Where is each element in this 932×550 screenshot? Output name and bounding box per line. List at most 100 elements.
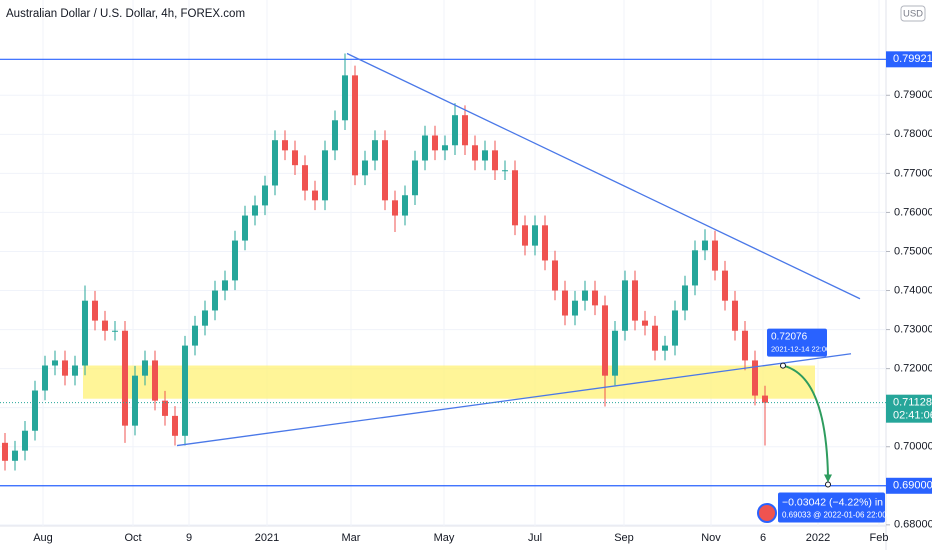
candle-body — [72, 365, 78, 376]
candle-body — [602, 305, 608, 376]
candle-body — [322, 150, 328, 201]
candle-body — [762, 395, 768, 403]
countdown-label: 02:41:06 — [893, 410, 932, 422]
candle-body — [742, 330, 748, 361]
candle-body — [42, 365, 48, 391]
candle-body — [282, 140, 288, 151]
candle-body — [402, 195, 408, 216]
price-label-box — [886, 51, 932, 68]
last-price-label: 0.71128 — [893, 397, 932, 409]
support-zone — [83, 365, 815, 399]
projection-end — [825, 481, 831, 488]
candle-body — [562, 290, 568, 316]
candle-body — [442, 145, 448, 151]
currency-label: USD — [903, 9, 923, 20]
candle-body — [652, 325, 658, 351]
candle-body — [242, 215, 248, 241]
candle-body — [92, 300, 98, 321]
candle-body — [752, 360, 758, 396]
candle-body — [22, 430, 28, 451]
y-tick-label: 0.72000 — [894, 363, 932, 375]
candle-body — [572, 300, 578, 316]
candle-body — [62, 360, 68, 376]
x-tick-label: 9 — [186, 532, 192, 544]
candle-body — [612, 330, 618, 376]
candle-body — [542, 225, 548, 261]
candle-body — [692, 250, 698, 286]
change-label-box — [778, 492, 885, 523]
plot-content — [0, 0, 886, 526]
candle-body — [382, 140, 388, 201]
price-label: 0.69000 — [893, 480, 932, 492]
candle-body — [702, 240, 708, 251]
candle-body — [232, 240, 238, 281]
candle-body — [192, 325, 198, 346]
candle-body — [412, 160, 418, 196]
x-tick-label: May — [434, 532, 455, 544]
chart-title: Australian Dollar / U.S. Dollar, 4h, FOR… — [6, 8, 245, 20]
trend-line — [176, 353, 852, 447]
candle-body — [202, 310, 208, 326]
x-tick-label: Mar — [342, 532, 361, 544]
candle-body — [552, 260, 558, 291]
candle-body — [312, 190, 318, 201]
candle-body — [462, 115, 468, 146]
y-tick-label: 0.70000 — [894, 441, 932, 453]
start-price: 0.72076 — [771, 331, 808, 342]
candle-body — [32, 390, 38, 431]
candle-body — [502, 170, 508, 172]
candle-body — [182, 345, 188, 436]
y-tick-label: 0.79000 — [894, 89, 932, 101]
currency-box — [900, 5, 926, 22]
candle-body — [82, 300, 88, 366]
candle-body — [672, 310, 678, 346]
candle-body — [222, 280, 228, 291]
candle-body — [342, 75, 348, 121]
x-tick-label: Jul — [528, 532, 542, 544]
candle-body — [722, 270, 728, 301]
y-tick-label: 0.77000 — [894, 167, 932, 179]
candle-body — [512, 170, 518, 226]
candle-body — [262, 185, 268, 206]
price-label-box — [886, 477, 932, 494]
candle-body — [2, 442, 8, 461]
x-tick-label: 2021 — [255, 532, 279, 544]
candle-body — [372, 140, 378, 161]
candle-body — [292, 150, 298, 166]
candle-body — [592, 290, 598, 306]
candle-body — [642, 320, 648, 326]
candle-body — [212, 290, 218, 311]
start-time: 2021-12-14 22:00 — [771, 345, 830, 354]
candle-body — [132, 375, 138, 426]
x-tick-label: Oct — [124, 532, 141, 544]
price-label: 0.79921 — [893, 53, 932, 65]
candle-body — [302, 165, 308, 191]
candle-body — [532, 225, 538, 246]
y-tick-label: 0.78000 — [894, 128, 932, 140]
candle-body — [432, 135, 438, 151]
candle-body — [142, 360, 148, 376]
x-tick-label: Feb — [870, 532, 889, 544]
change-label: −0.03042 (−4.22%) in 23d — [782, 496, 904, 508]
x-tick-label: Sep — [614, 532, 634, 544]
arrow-head — [824, 474, 832, 483]
candle-body — [332, 120, 338, 151]
candle-body — [582, 290, 588, 301]
y-tick-label: 0.76000 — [894, 206, 932, 218]
candle-body — [52, 360, 58, 366]
candle-body — [662, 345, 668, 351]
x-tick-label: 6 — [760, 532, 766, 544]
last-price-box — [886, 394, 932, 423]
x-tick-label: Aug — [33, 532, 53, 544]
candle-body — [172, 415, 178, 436]
candle-body — [732, 300, 738, 331]
y-tick-label: 0.73000 — [894, 323, 932, 335]
start-label-box — [767, 328, 827, 357]
candle-body — [622, 280, 628, 331]
candle-body — [682, 285, 688, 311]
candle-body — [162, 400, 168, 416]
x-tick-label: Nov — [701, 532, 721, 544]
